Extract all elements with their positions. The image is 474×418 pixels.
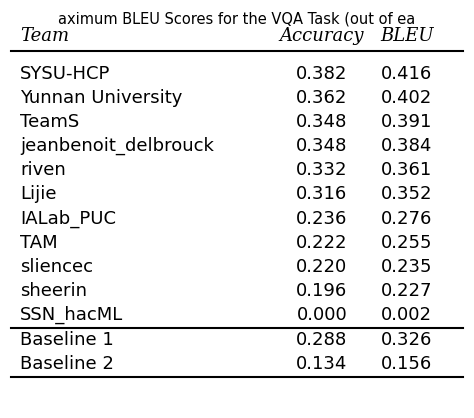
Text: Team: Team: [20, 27, 69, 45]
Text: 0.361: 0.361: [381, 161, 432, 179]
Text: 0.196: 0.196: [296, 282, 347, 300]
Text: Accuracy: Accuracy: [280, 27, 364, 45]
Text: 0.316: 0.316: [296, 186, 347, 204]
Text: 0.288: 0.288: [296, 331, 347, 349]
Text: sliencec: sliencec: [20, 258, 93, 276]
Text: 0.416: 0.416: [381, 65, 432, 83]
Text: 0.276: 0.276: [381, 209, 432, 227]
Text: 0.348: 0.348: [296, 113, 347, 131]
Text: sheerin: sheerin: [20, 282, 87, 300]
Text: riven: riven: [20, 161, 66, 179]
Text: Lijie: Lijie: [20, 186, 57, 204]
Text: 0.362: 0.362: [296, 89, 347, 107]
Text: Baseline 1: Baseline 1: [20, 331, 114, 349]
Text: 0.000: 0.000: [296, 306, 347, 324]
Text: 0.236: 0.236: [296, 209, 347, 227]
Text: BLEU: BLEU: [380, 27, 433, 45]
Text: SYSU-HCP: SYSU-HCP: [20, 65, 110, 83]
Text: 0.332: 0.332: [296, 161, 347, 179]
Text: Baseline 2: Baseline 2: [20, 355, 114, 373]
Text: 0.382: 0.382: [296, 65, 347, 83]
Text: 0.235: 0.235: [381, 258, 432, 276]
Text: 0.255: 0.255: [381, 234, 432, 252]
Text: 0.326: 0.326: [381, 331, 432, 349]
Text: Yunnan University: Yunnan University: [20, 89, 182, 107]
Text: 0.134: 0.134: [296, 355, 347, 373]
Text: 0.222: 0.222: [296, 234, 347, 252]
Text: 0.002: 0.002: [381, 306, 432, 324]
Text: aximum BLEU Scores for the VQA Task (out of ea: aximum BLEU Scores for the VQA Task (out…: [58, 12, 416, 27]
Text: 0.227: 0.227: [381, 282, 432, 300]
Text: jeanbenoit_delbrouck: jeanbenoit_delbrouck: [20, 137, 214, 155]
Text: 0.156: 0.156: [381, 355, 432, 373]
Text: IALab_PUC: IALab_PUC: [20, 209, 116, 228]
Text: 0.384: 0.384: [381, 137, 432, 155]
Text: 0.391: 0.391: [381, 113, 432, 131]
Text: 0.352: 0.352: [381, 186, 432, 204]
Text: 0.348: 0.348: [296, 137, 347, 155]
Text: 0.220: 0.220: [296, 258, 347, 276]
Text: TeamS: TeamS: [20, 113, 80, 131]
Text: 0.402: 0.402: [381, 89, 432, 107]
Text: SSN_hacML: SSN_hacML: [20, 306, 124, 324]
Text: TAM: TAM: [20, 234, 58, 252]
